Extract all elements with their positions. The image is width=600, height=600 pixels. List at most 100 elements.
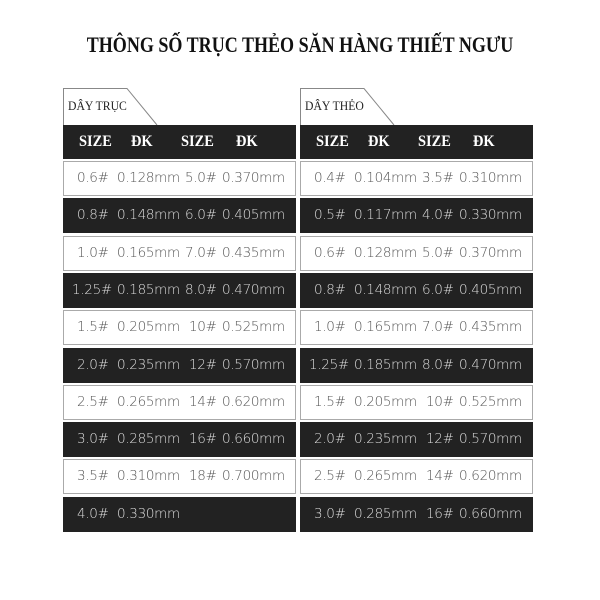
size-cell: 0.8# — [77, 207, 109, 224]
size-cell: 8.0# — [185, 281, 217, 298]
diameter-cell: 0.205mm — [354, 393, 417, 410]
table-row: 3.5# 0.310mm 18# 0.700mm — [63, 459, 296, 495]
table-row: 4.0# 0.330mm — [63, 496, 296, 532]
diameter-cell: 0.285mm — [354, 505, 417, 522]
table-row: 2.5# 0.265mm 14# 0.620mm — [63, 384, 296, 420]
diameter-cell: 0.165mm — [117, 244, 180, 261]
diameter-cell: 0.435mm — [222, 244, 285, 261]
size-cell: 1.0# — [77, 244, 109, 261]
diameter-cell: 0.470mm — [459, 356, 522, 373]
column-header: ĐK — [236, 133, 258, 150]
diameter-cell: 0.128mm — [117, 170, 180, 186]
diameter-cell: 0.265mm — [117, 393, 180, 410]
size-cell: 18# — [189, 468, 217, 485]
diameter-cell: 0.660mm — [459, 505, 522, 522]
diameter-cell: 0.265mm — [354, 468, 417, 485]
table-label-tab: DÂY TRỤC — [63, 88, 296, 126]
table-row: 0.8# 0.148mm 6.0# 0.405mm — [63, 198, 296, 234]
diameter-cell: 0.330mm — [459, 207, 522, 224]
diameter-cell: 0.620mm — [222, 393, 285, 410]
size-cell: 10# — [189, 319, 217, 336]
diameter-cell: 0.405mm — [222, 207, 285, 224]
diameter-cell: 0.117mm — [354, 207, 417, 224]
table-row: 1.0# 0.165mm 7.0# 0.435mm — [63, 235, 296, 271]
table-label: DÂY TRỤC — [68, 98, 127, 113]
size-cell: 4.0# — [77, 505, 109, 522]
table-row: 2.0# 0.235mm 12# 0.570mm — [300, 422, 533, 458]
column-header: SIZE — [79, 133, 112, 150]
size-cell: 4.0# — [422, 207, 454, 224]
table-row: 1.25# 0.185mm 8.0# 0.470mm — [63, 272, 296, 308]
diameter-cell: 0.148mm — [117, 207, 180, 224]
page-title: THÔNG SỐ TRỤC THẺO SĂN HÀNG THIẾT NGƯU — [86, 32, 514, 57]
diameter-cell: 0.165mm — [354, 319, 417, 336]
size-cell: 2.0# — [77, 356, 109, 373]
size-cell: 2.5# — [314, 468, 346, 485]
diameter-cell: 0.700mm — [222, 468, 285, 485]
diameter-cell: 0.370mm — [222, 170, 285, 186]
diameter-cell: 0.310mm — [117, 468, 180, 485]
size-cell: 12# — [189, 356, 217, 373]
table-day-theo: DÂY THẺO SIZE ĐK SIZE ĐK 0.4# 0.104mm 3.5# 0.310… — [300, 88, 533, 538]
size-cell: 10# — [426, 393, 454, 410]
size-cell: 1.25# — [309, 356, 349, 373]
size-cell: 0.4# — [314, 170, 346, 186]
size-cell: 1.0# — [314, 319, 346, 336]
table-row: 1.5# 0.205mm 10# 0.525mm — [63, 310, 296, 346]
size-cell: 1.5# — [77, 319, 109, 336]
table-row: 0.5# 0.117mm 4.0# 0.330mm — [300, 198, 533, 234]
diameter-cell: 0.235mm — [354, 431, 417, 448]
size-cell: 1.5# — [314, 393, 346, 410]
table-row: 3.0# 0.285mm 16# 0.660mm — [63, 422, 296, 458]
diameter-cell: 0.205mm — [117, 319, 180, 336]
diameter-cell: 0.470mm — [222, 281, 285, 298]
size-cell: 8.0# — [422, 356, 454, 373]
size-cell: 2.0# — [314, 431, 346, 448]
size-cell: 14# — [189, 393, 217, 410]
table-label: DÂY THẺO — [305, 98, 364, 113]
column-header: SIZE — [418, 133, 451, 150]
size-cell: 7.0# — [422, 319, 454, 336]
size-cell: 16# — [426, 505, 454, 522]
size-cell: 3.5# — [422, 170, 454, 186]
diameter-cell: 0.128mm — [354, 244, 417, 261]
size-cell: 5.0# — [422, 244, 454, 261]
size-cell: 0.6# — [77, 170, 109, 186]
size-cell: 14# — [426, 468, 454, 485]
table-row: 2.5# 0.265mm 14# 0.620mm — [300, 459, 533, 495]
diameter-cell: 0.310mm — [459, 170, 522, 186]
table-row: 1.0# 0.165mm 7.0# 0.435mm — [300, 310, 533, 346]
diameter-cell: 0.570mm — [459, 431, 522, 448]
diameter-cell: 0.525mm — [459, 393, 522, 410]
column-header: SIZE — [316, 133, 349, 150]
table-row: 2.0# 0.235mm 12# 0.570mm — [63, 347, 296, 383]
size-cell: 0.6# — [314, 244, 346, 261]
table-header: SIZE ĐK SIZE ĐK — [300, 125, 533, 159]
table-row: 1.5# 0.205mm 10# 0.525mm — [300, 384, 533, 420]
diameter-cell: 0.435mm — [459, 319, 522, 336]
size-cell: 0.5# — [314, 207, 346, 224]
diameter-cell: 0.185mm — [354, 356, 417, 373]
size-cell: 0.8# — [314, 281, 346, 298]
size-cell: 12# — [426, 431, 454, 448]
table-row: 0.6# 0.128mm 5.0# 0.370mm — [300, 235, 533, 271]
diameter-cell: 0.405mm — [459, 281, 522, 298]
table-day-truc: DÂY TRỤC SIZE ĐK SIZE ĐK 0.6# 0.128mm 5.0# 0.370… — [63, 88, 296, 538]
column-header: ĐK — [473, 133, 495, 150]
diameter-cell: 0.330mm — [117, 505, 180, 522]
diameter-cell: 0.525mm — [222, 319, 285, 336]
size-cell: 2.5# — [77, 393, 109, 410]
size-cell: 6.0# — [185, 207, 217, 224]
size-cell: 3.0# — [314, 505, 346, 522]
diameter-cell: 0.235mm — [117, 356, 180, 373]
diameter-cell: 0.570mm — [222, 356, 285, 373]
table-row: 1.25# 0.185mm 8.0# 0.470mm — [300, 347, 533, 383]
diameter-cell: 0.285mm — [117, 431, 180, 448]
size-cell: 1.25# — [72, 281, 112, 298]
diameter-cell: 0.185mm — [117, 281, 180, 298]
diameter-cell: 0.620mm — [459, 468, 522, 485]
diameter-cell: 0.148mm — [354, 281, 417, 298]
size-cell: 7.0# — [185, 244, 217, 261]
diameter-cell: 0.104mm — [354, 170, 417, 186]
size-cell: 5.0# — [185, 170, 217, 186]
